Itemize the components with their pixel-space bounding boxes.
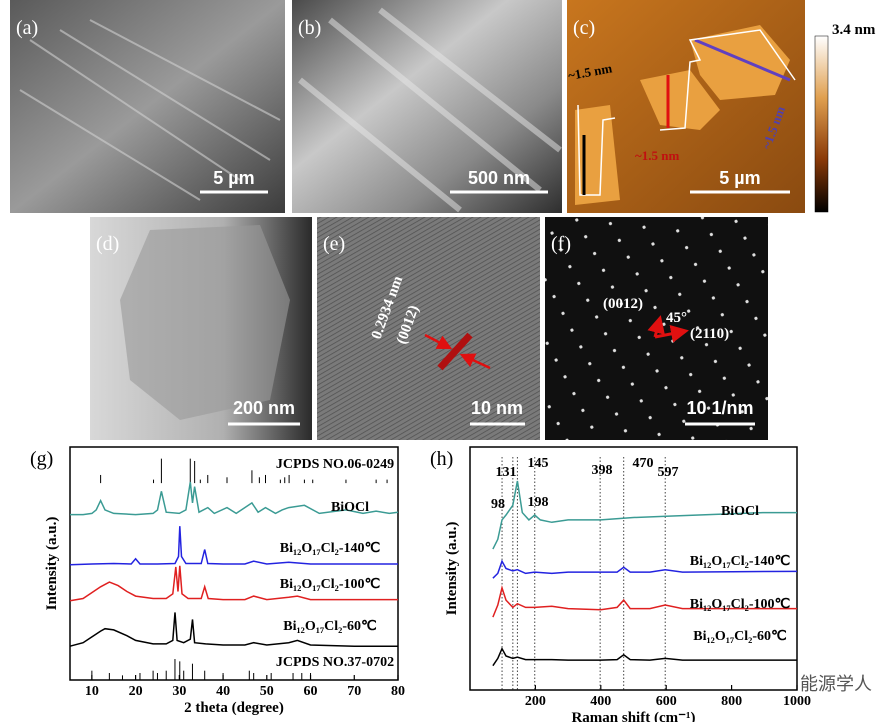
- scale-bar: 200 nm: [233, 398, 295, 418]
- x-axis-label: Raman shift (cm⁻¹): [571, 710, 695, 722]
- micrographs: (a) 5 µm (b) 500 nm (c) ~1.5 nm ~1.5 nm …: [10, 0, 876, 440]
- colorbar-label: 3.4 nm: [832, 22, 876, 38]
- x-tick-label: 80: [391, 684, 405, 699]
- chart-label: (g): [30, 448, 53, 470]
- panel-label: (f): [551, 233, 571, 255]
- image-a: [10, 0, 285, 213]
- peak-label: 470: [633, 456, 654, 471]
- x-tick-label: 10: [85, 684, 99, 699]
- x-tick-label: 60: [304, 684, 318, 699]
- spectrum: [69, 565, 398, 602]
- plot-frame: [469, 446, 798, 691]
- panel-label: (d): [96, 233, 119, 255]
- x-tick-label: 600: [656, 694, 677, 709]
- charts: (g) 2 theta (degree) Intensity (a.u.) 10 20 3…: [30, 446, 811, 722]
- peak-label: 198: [528, 495, 549, 510]
- image-e: [317, 217, 540, 440]
- x-tick-label: 30: [172, 684, 186, 699]
- colorbar: [814, 35, 829, 213]
- watermark: 能源学人: [800, 674, 872, 695]
- series-label: Bi₁₂O₁₇Cl₂-100℃: [690, 597, 791, 612]
- y-axis-label: Intensity (a.u.): [444, 522, 460, 616]
- annotation: (2110): [690, 326, 729, 342]
- series-label: Bi₁₂O₁₇Cl₂-140℃: [690, 554, 791, 569]
- annotation: (0012): [603, 296, 643, 312]
- spectrum: [492, 646, 797, 667]
- annotation: ~1.5 nm: [635, 148, 679, 163]
- panel-label: (a): [16, 17, 38, 39]
- x-tick-label: 1000: [783, 694, 811, 709]
- x-tick-label: 20: [129, 684, 143, 699]
- scale-bar: 10 nm: [471, 398, 523, 418]
- series-label: Bi₁₂O₁₇Cl₂-140℃: [280, 541, 381, 556]
- x-tick-label: 50: [260, 684, 274, 699]
- spectrum: [69, 612, 398, 647]
- peak-label: 98: [491, 497, 505, 512]
- x-tick-label: 400: [590, 694, 611, 709]
- scale-bar: 10 1/nm: [686, 398, 753, 418]
- reference-label: JCPDS NO.06-0249: [276, 457, 394, 472]
- spectrum: [69, 526, 398, 566]
- panel-label: (e): [323, 233, 345, 255]
- scale-bar: 500 nm: [468, 168, 530, 188]
- panel-label: (b): [298, 17, 321, 39]
- x-tick-label: 70: [347, 684, 361, 699]
- spectrum: [492, 559, 798, 579]
- x-axis-label: 2 theta (degree): [184, 700, 284, 716]
- spectrum: [492, 480, 797, 550]
- series-label: BiOCl: [721, 504, 759, 519]
- peak-label: 145: [528, 456, 549, 471]
- panel-label: (c): [573, 17, 595, 39]
- series-label: Bi₁₂O₁₇Cl₂-60℃: [283, 619, 377, 634]
- series-label: BiOCl: [331, 500, 369, 515]
- x-tick-label: 800: [721, 694, 742, 709]
- scale-bar: 5 µm: [719, 168, 760, 188]
- annotation: 45°: [666, 310, 687, 326]
- peak-label: 131: [496, 465, 517, 480]
- x-tick-label: 40: [216, 684, 230, 699]
- reference-label: JCPDS NO.37-0702: [276, 655, 394, 670]
- spectrum: [70, 481, 399, 516]
- scale-bar: 5 µm: [213, 168, 254, 188]
- peak-label: 398: [592, 463, 613, 478]
- x-tick-label: 200: [525, 694, 546, 709]
- series-label: Bi₁₂O₁₇Cl₂-60℃: [693, 629, 787, 644]
- series-label: Bi₁₂O₁₇Cl₂-100℃: [280, 577, 381, 592]
- peak-label: 597: [658, 465, 679, 480]
- spectrum: [492, 585, 797, 618]
- chart-label: (h): [430, 448, 453, 470]
- y-axis-label: Intensity (a.u.): [44, 517, 60, 611]
